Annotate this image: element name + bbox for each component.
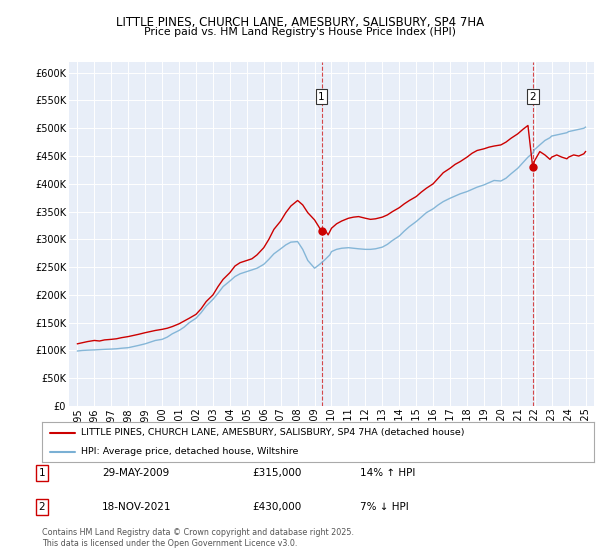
Text: LITTLE PINES, CHURCH LANE, AMESBURY, SALISBURY, SP4 7HA: LITTLE PINES, CHURCH LANE, AMESBURY, SAL… — [116, 16, 484, 29]
Text: Contains HM Land Registry data © Crown copyright and database right 2025.
This d: Contains HM Land Registry data © Crown c… — [42, 528, 354, 548]
Text: Price paid vs. HM Land Registry's House Price Index (HPI): Price paid vs. HM Land Registry's House … — [144, 27, 456, 37]
Text: HPI: Average price, detached house, Wiltshire: HPI: Average price, detached house, Wilt… — [80, 447, 298, 456]
Text: £430,000: £430,000 — [252, 502, 301, 512]
Text: 1: 1 — [38, 468, 46, 478]
Text: 18-NOV-2021: 18-NOV-2021 — [102, 502, 172, 512]
Text: 2: 2 — [38, 502, 46, 512]
Text: £315,000: £315,000 — [252, 468, 301, 478]
Text: LITTLE PINES, CHURCH LANE, AMESBURY, SALISBURY, SP4 7HA (detached house): LITTLE PINES, CHURCH LANE, AMESBURY, SAL… — [80, 428, 464, 437]
Text: 2: 2 — [529, 92, 536, 101]
Text: 14% ↑ HPI: 14% ↑ HPI — [360, 468, 415, 478]
Text: 29-MAY-2009: 29-MAY-2009 — [102, 468, 169, 478]
Text: 1: 1 — [318, 92, 325, 101]
Text: 7% ↓ HPI: 7% ↓ HPI — [360, 502, 409, 512]
